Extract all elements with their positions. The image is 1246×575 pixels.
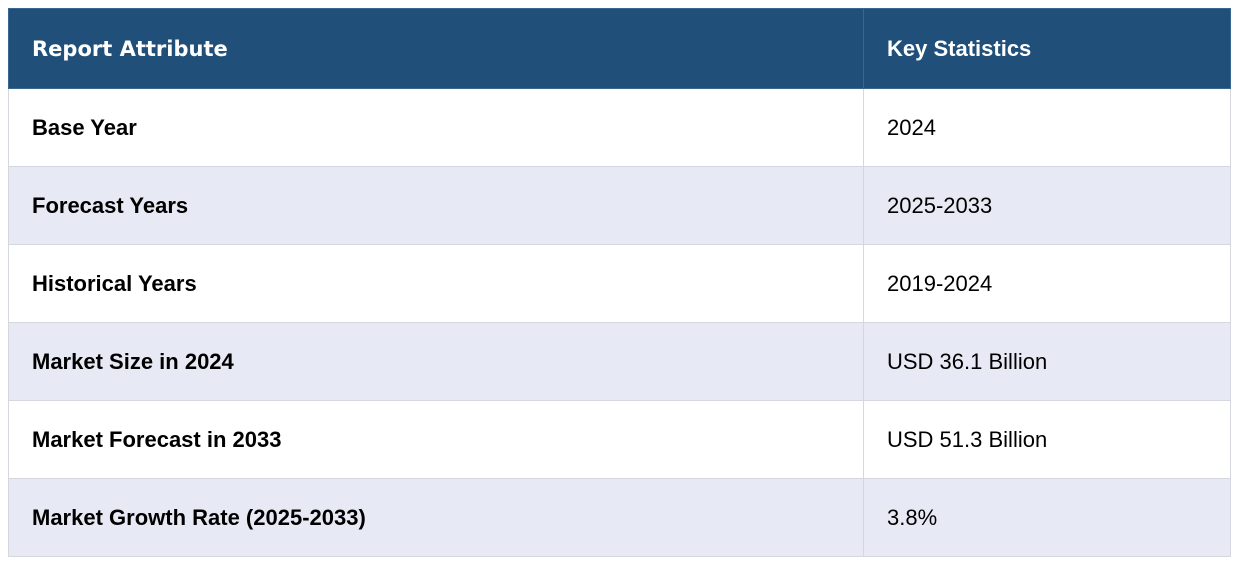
table-header: Report Attribute Key Statistics (8, 8, 1231, 89)
table-row: Historical Years 2019-2024 (8, 244, 1231, 323)
row-attribute: Market Growth Rate (2025-2033) (8, 478, 864, 557)
row-value: 3.8% (863, 478, 1231, 557)
table-row: Market Growth Rate (2025-2033) 3.8% (8, 478, 1231, 557)
row-value: USD 36.1 Billion (863, 322, 1231, 401)
header-row: Report Attribute Key Statistics (8, 8, 1231, 89)
report-table: Report Attribute Key Statistics Base Yea… (8, 8, 1231, 557)
row-attribute: Base Year (8, 88, 864, 167)
row-attribute: Historical Years (8, 244, 864, 323)
row-value: 2019-2024 (863, 244, 1231, 323)
header-report-attribute: Report Attribute (8, 8, 864, 89)
row-attribute: Market Size in 2024 (8, 322, 864, 401)
report-table-container: Report Attribute Key Statistics Base Yea… (8, 8, 1231, 557)
row-value: 2025-2033 (863, 166, 1231, 245)
row-attribute: Market Forecast in 2033 (8, 400, 864, 479)
table-row: Market Size in 2024 USD 36.1 Billion (8, 322, 1231, 401)
row-value: USD 51.3 Billion (863, 400, 1231, 479)
table-body: Base Year 2024 Forecast Years 2025-2033 … (8, 88, 1231, 557)
row-attribute: Forecast Years (8, 166, 864, 245)
table-row: Forecast Years 2025-2033 (8, 166, 1231, 245)
table-row: Base Year 2024 (8, 88, 1231, 167)
table-row: Market Forecast in 2033 USD 51.3 Billion (8, 400, 1231, 479)
row-value: 2024 (863, 88, 1231, 167)
header-key-statistics: Key Statistics (863, 8, 1231, 89)
